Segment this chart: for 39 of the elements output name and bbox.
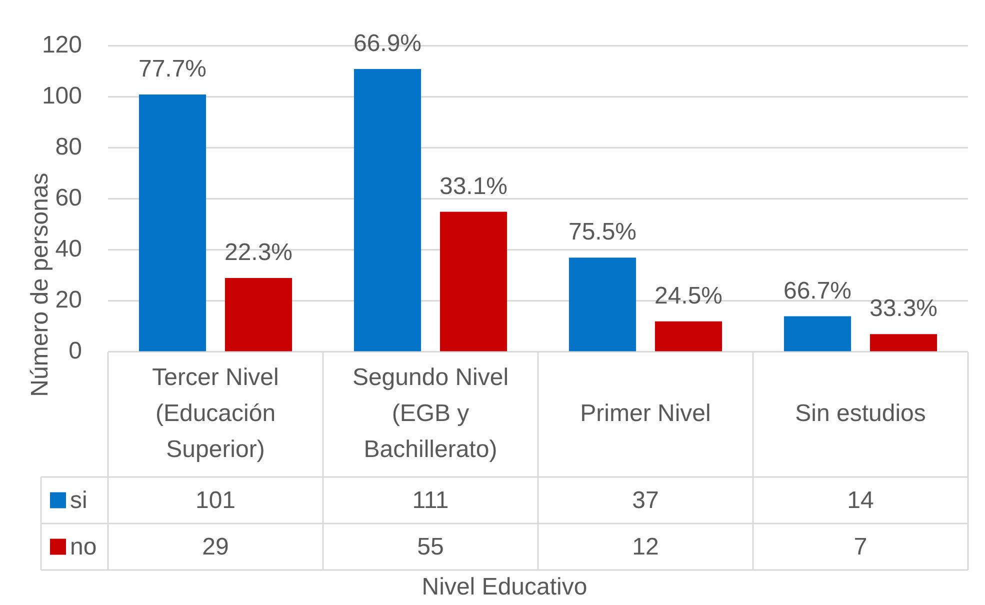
x-tick-label: Segundo Nivel (EGB y Bachillerato) (352, 364, 509, 464)
annotation: 77.7% (138, 55, 207, 82)
legend-label: si (70, 486, 88, 514)
x-tick-label: Primer Nivel (580, 400, 711, 428)
annotation: 75.5% (568, 218, 637, 246)
bar (224, 278, 292, 352)
bar (440, 212, 508, 352)
bar (568, 258, 636, 352)
x-axis-title: Nivel Educativo (422, 574, 588, 601)
annotation: 24.5% (654, 282, 723, 310)
legend-label: no (70, 533, 97, 560)
data-label: 37 (632, 486, 659, 514)
y-tick-label: 100 (42, 82, 82, 110)
y-tick-label: 120 (42, 32, 82, 59)
annotation: 33.1% (439, 172, 508, 200)
data-label: 7 (854, 533, 868, 560)
y-tick-label: 20 (55, 286, 82, 314)
annotation: 66.7% (783, 277, 852, 304)
bar (354, 68, 422, 352)
y-axis-title: Número de personas (26, 172, 54, 397)
y-tick-label: 40 (55, 236, 82, 263)
data-label: 14 (847, 486, 874, 514)
annotation: 22.3% (224, 239, 293, 266)
annotation: 33.3% (869, 295, 938, 322)
bar (784, 316, 852, 352)
y-tick-label: 0 (68, 338, 82, 365)
bar (654, 321, 722, 352)
x-tick-label: Sin estudios (795, 400, 926, 428)
y-tick-label: 60 (55, 184, 82, 212)
bar (870, 334, 938, 352)
data-label: 111 (412, 486, 449, 514)
data-label: 101 (195, 486, 236, 514)
y-tick-label: 80 (55, 134, 82, 161)
data-label: 55 (417, 533, 444, 560)
x-tick-label: Tercer Nivel (Educación Superior) (152, 364, 279, 464)
annotation: 66.9% (353, 30, 422, 57)
data-label: 12 (632, 533, 659, 560)
data-label: 29 (202, 533, 229, 560)
bar (138, 94, 206, 352)
